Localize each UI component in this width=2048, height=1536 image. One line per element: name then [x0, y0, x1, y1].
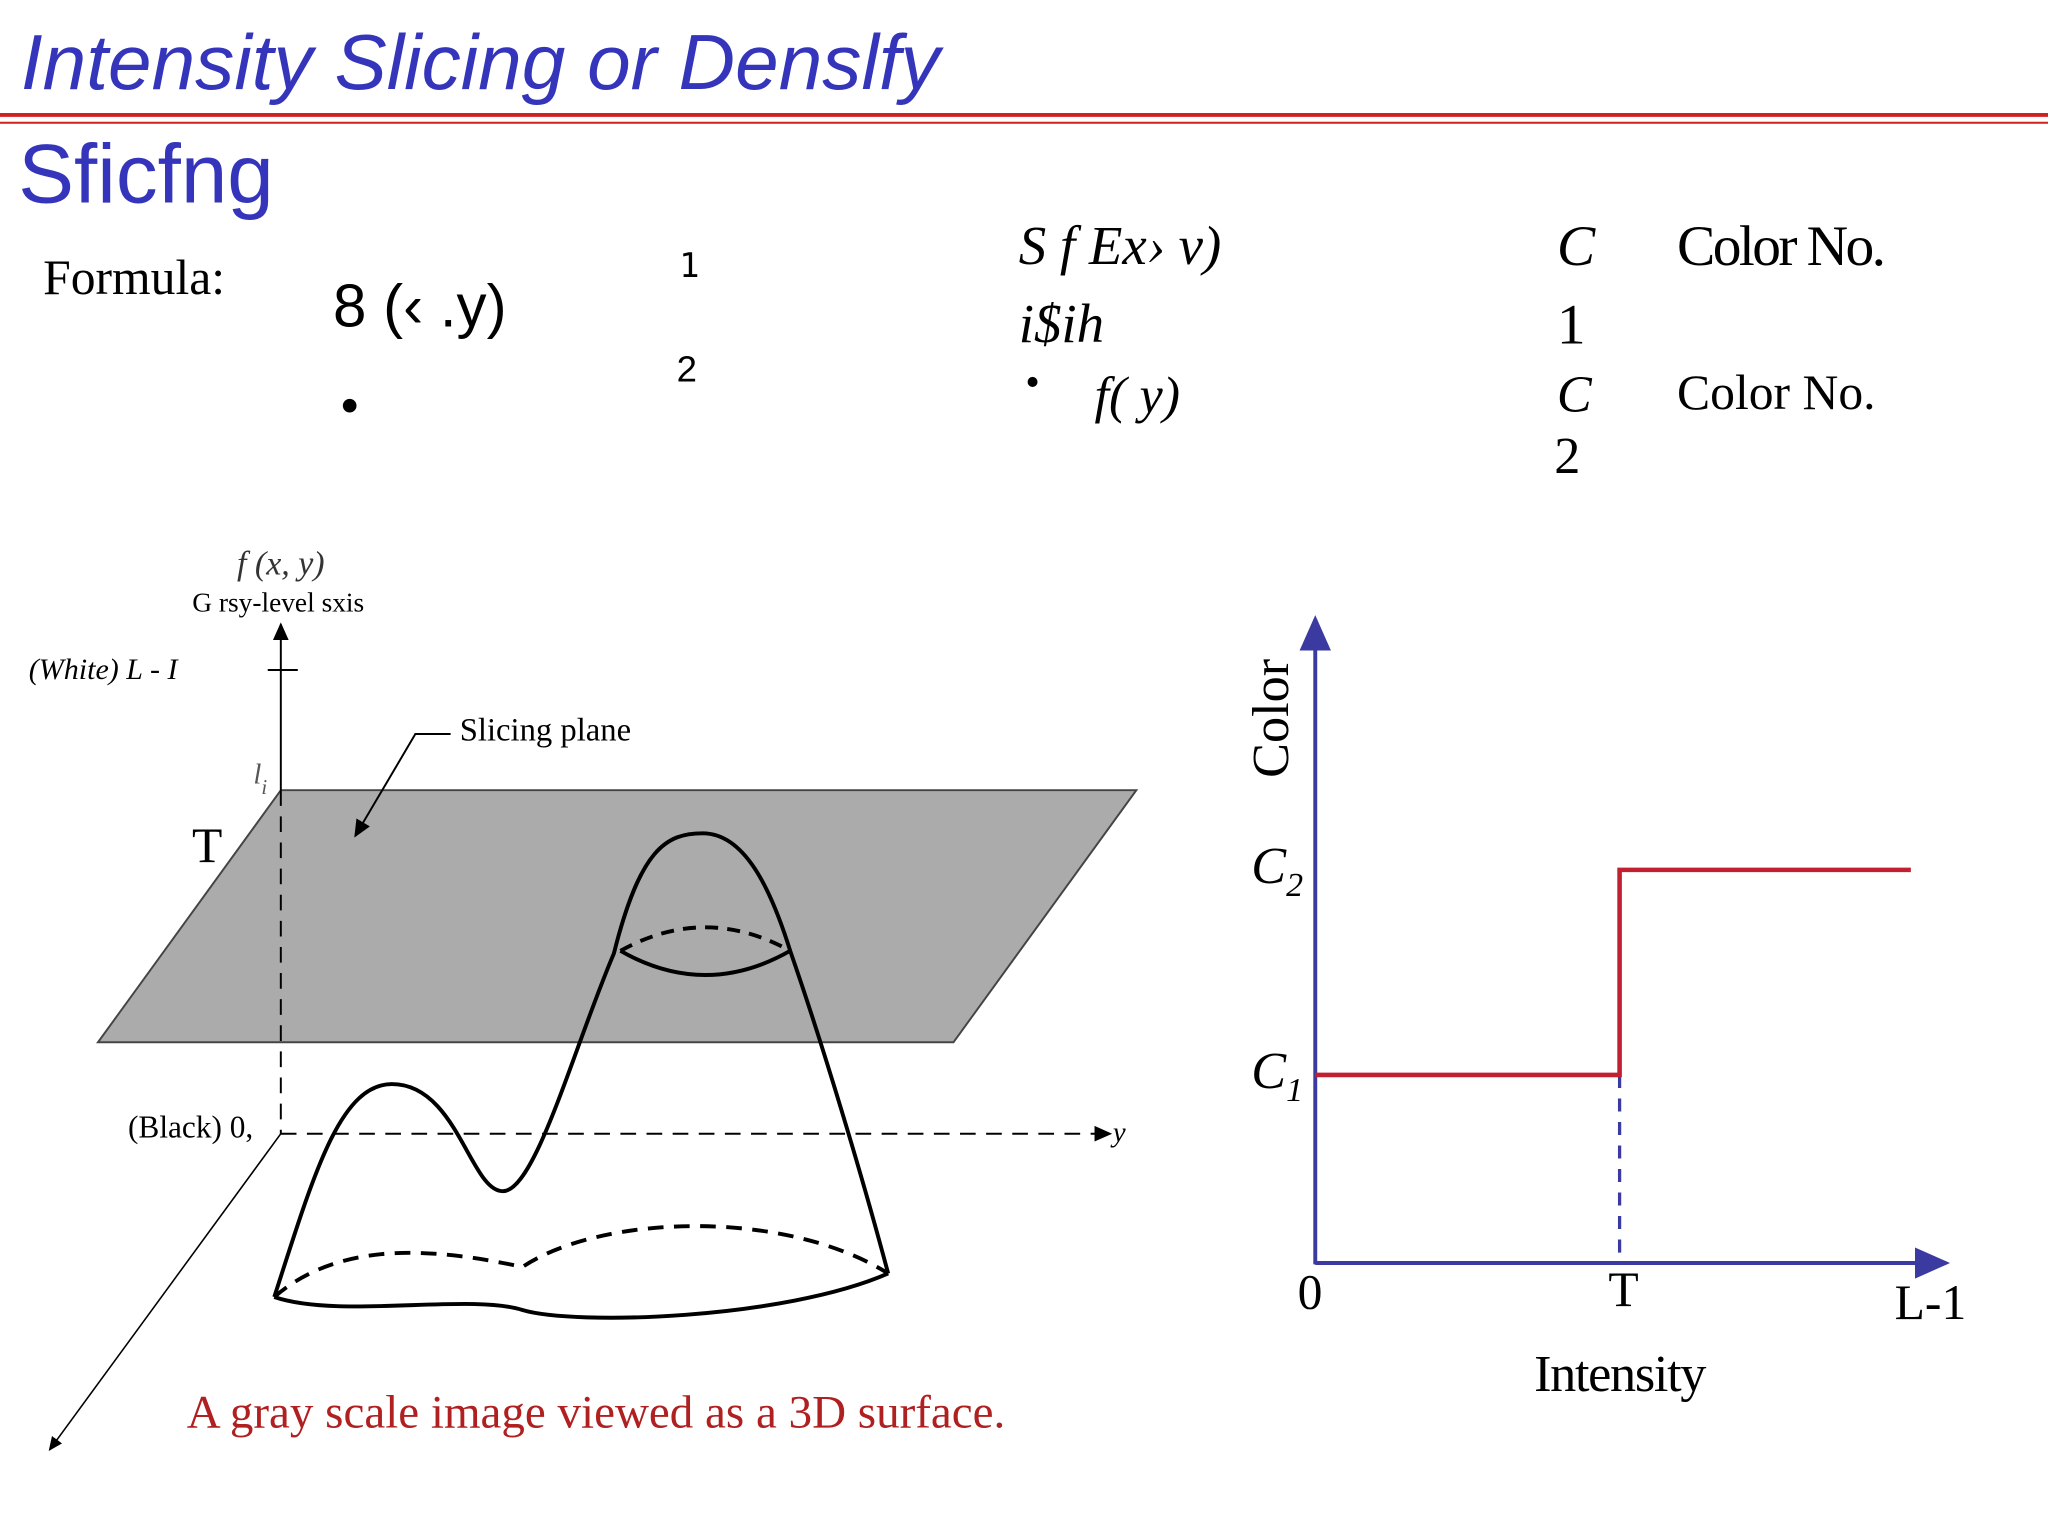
- slice-front: [619, 949, 792, 977]
- formula-2: 2: [677, 348, 697, 389]
- subtitle: Sficfng: [18, 126, 274, 220]
- plane-label: Slicing plane: [460, 713, 631, 749]
- li-label: li: [253, 759, 267, 799]
- y-label: y: [1110, 1117, 1126, 1149]
- c2-num: 2: [1554, 427, 1580, 485]
- xl-label: L-1: [1895, 1275, 1967, 1330]
- c2: C: [1557, 365, 1593, 423]
- li: l: [253, 759, 261, 791]
- axis-name: G rsy-level sxis: [192, 587, 364, 617]
- c1-num: 1: [1557, 294, 1586, 357]
- leader: [354, 733, 451, 838]
- formula-lhs: 8 (‹ .y): [333, 273, 507, 340]
- axis-label: f (x, y): [237, 546, 325, 583]
- intensity-label: Intensity: [1534, 1345, 1706, 1403]
- c1-main: C: [1251, 1042, 1287, 1100]
- surface-base: [273, 1271, 889, 1320]
- li-sub: i: [261, 775, 267, 799]
- case2: f( y): [1095, 367, 1181, 425]
- t-label: T: [192, 818, 222, 873]
- case1b: i$ih: [1019, 293, 1104, 354]
- formula-bullet: •: [340, 374, 360, 437]
- slicing-plane: [96, 789, 1139, 1044]
- c2-main: C: [1251, 837, 1287, 895]
- c1-sub: 1: [1286, 1072, 1303, 1109]
- xt-label: T: [1608, 1262, 1638, 1317]
- surface-base-hidden: [273, 1224, 890, 1299]
- formula-label: Formula:: [43, 250, 225, 305]
- c1: C: [1557, 215, 1596, 278]
- white-label: (White) L - I: [29, 653, 180, 686]
- color-label: Color: [1242, 659, 1300, 778]
- c2-sub: 2: [1286, 867, 1303, 904]
- c1-text: Color No.: [1677, 215, 1883, 278]
- formula-1: 1: [679, 246, 699, 286]
- title: Intensity Slicing or Denslfy: [21, 18, 945, 106]
- x-axis: [48, 1133, 282, 1452]
- case2-bullet: •: [1025, 360, 1040, 406]
- step-function: [1315, 867, 1911, 1078]
- caption: A gray scale image viewed as a 3D surfac…: [187, 1387, 1006, 1439]
- surface-outline: [272, 831, 891, 1298]
- x0-label: 0: [1298, 1265, 1323, 1320]
- slice-back: [619, 925, 792, 953]
- c2-label: C2: [1251, 837, 1303, 904]
- c2-text: Color No.: [1677, 365, 1876, 420]
- black-label: (Black) 0,: [128, 1110, 253, 1145]
- case1: S f Ex› v): [1019, 215, 1222, 276]
- c1-label: C1: [1251, 1042, 1303, 1109]
